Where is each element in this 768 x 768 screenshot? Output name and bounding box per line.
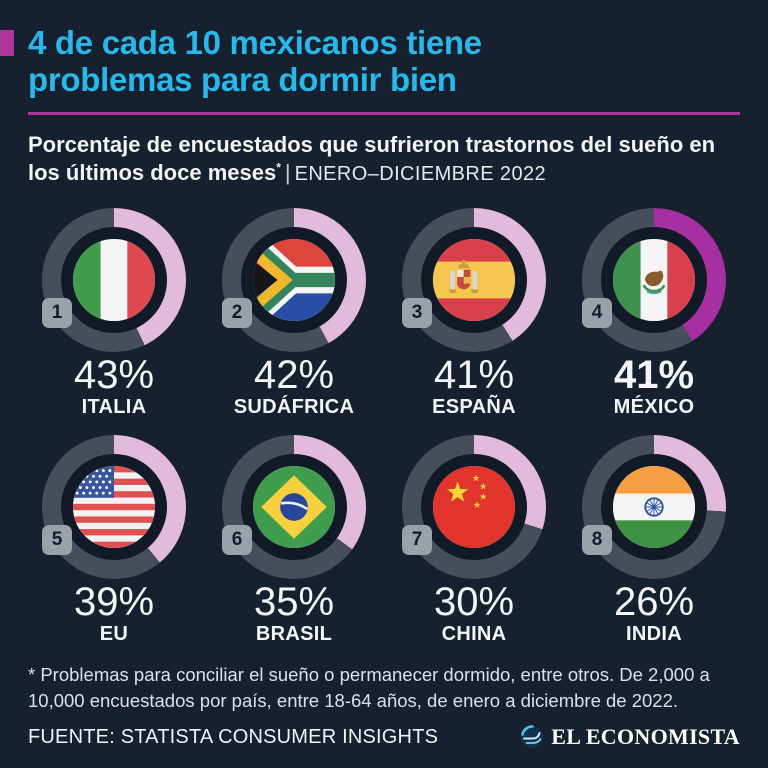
china-flag-icon — [433, 465, 515, 548]
rank-number: 4 — [591, 301, 603, 323]
donut-chart: 1 — [42, 207, 186, 352]
rank-number: 7 — [411, 528, 423, 550]
percentage-value: 30% — [433, 579, 515, 624]
rank-badge: 3 — [402, 297, 432, 328]
percentage-value: 43% — [73, 352, 155, 397]
title-line-2: problemas para dormir bien — [28, 61, 457, 99]
rank-badge: 1 — [42, 297, 72, 328]
rank-badge: 5 — [42, 524, 72, 555]
india-flag-icon — [613, 465, 695, 548]
percentage-value: 41% — [433, 352, 515, 397]
donut-chart: 5 — [42, 434, 186, 579]
south-africa-flag-icon — [253, 238, 335, 321]
rank-badge: 6 — [222, 524, 252, 555]
mexico-flag-icon — [613, 238, 695, 321]
source-row: FUENTE: STATISTA CONSUMER INSIGHTS EL EC… — [28, 724, 740, 750]
footnote: * Problemas para conciliar el sueño o pe… — [28, 663, 710, 711]
country-donut-card: 2 42% SUDÁFRICA — [204, 207, 384, 419]
country-donut-card: 7 30% CHINA — [384, 434, 564, 646]
title-divider — [28, 111, 740, 115]
percentage-value: 41% — [613, 352, 695, 397]
country-name: ESPAÑA — [432, 395, 516, 418]
donut-chart: 3 — [402, 207, 546, 352]
page-title: 4 de cada 10 mexicanos tiene problemas p… — [28, 24, 740, 99]
donut-chart: 6 — [222, 434, 366, 579]
percentage-value: 42% — [253, 352, 335, 397]
rank-badge: 4 — [582, 297, 612, 328]
rank-badge: 8 — [582, 524, 612, 555]
country-donut-card: 6 35% BRASIL — [204, 434, 384, 646]
subtitle-text: Porcentaje de encuestados que sufrieron … — [28, 131, 716, 186]
country-donut-card: 1 43% ITALIA — [24, 207, 204, 419]
el-economista-globe-icon — [521, 725, 544, 748]
el-economista-wordmark: EL ECONOMISTA — [551, 724, 740, 749]
country-name: EU — [99, 622, 129, 645]
percentage-value: 35% — [253, 579, 335, 624]
country-name: INDIA — [626, 622, 682, 645]
country-name: BRASIL — [255, 622, 333, 645]
subtitle-period: ENERO–DICIEMBRE 2022 — [294, 163, 547, 186]
brazil-flag-icon — [253, 465, 335, 548]
rank-number: 6 — [231, 528, 243, 550]
rank-number: 8 — [591, 528, 603, 550]
italy-flag-icon — [73, 238, 155, 321]
rank-number: 2 — [231, 301, 243, 323]
rank-number: 5 — [51, 528, 63, 550]
percentage-value: 26% — [613, 579, 695, 624]
donut-chart: 8 — [582, 434, 726, 579]
country-donut-card: 3 41% ESPAÑA — [384, 207, 564, 419]
percentage-value: 39% — [73, 579, 155, 624]
country-donut-card: 4 41% MÉXICO — [564, 207, 744, 419]
spain-flag-icon — [433, 238, 515, 321]
footnote-marker: * — [276, 160, 281, 175]
donut-chart: 7 — [402, 434, 546, 579]
country-donut-card: 5 39% EU — [24, 434, 204, 646]
subtitle-separator: | — [284, 160, 291, 186]
country-name: CHINA — [441, 622, 507, 645]
header: 4 de cada 10 mexicanos tiene problemas p… — [0, 0, 768, 188]
country-donut-card: 8 26% INDIA — [564, 434, 744, 646]
country-name: SUDÁFRICA — [233, 395, 355, 418]
country-name: MÉXICO — [613, 395, 695, 418]
rank-badge: 2 — [222, 297, 252, 328]
publisher-logo: EL ECONOMISTA — [520, 724, 740, 750]
usa-flag-icon — [73, 465, 155, 548]
title-line-1: 4 de cada 10 mexicanos tiene — [28, 24, 482, 61]
accent-bar — [0, 30, 14, 56]
chart-subtitle: Porcentaje de encuestados que sufrieron … — [28, 131, 740, 188]
donut-chart: 2 — [222, 207, 366, 352]
donut-grid: 1 43% ITALIA 2 42% SUDÁFRICA — [0, 207, 768, 646]
rank-number: 1 — [51, 301, 63, 323]
source-text: FUENTE: STATISTA CONSUMER INSIGHTS — [28, 725, 439, 748]
rank-number: 3 — [411, 301, 423, 323]
donut-chart: 4 — [582, 207, 726, 352]
country-name: ITALIA — [81, 395, 147, 418]
rank-badge: 7 — [402, 524, 432, 555]
